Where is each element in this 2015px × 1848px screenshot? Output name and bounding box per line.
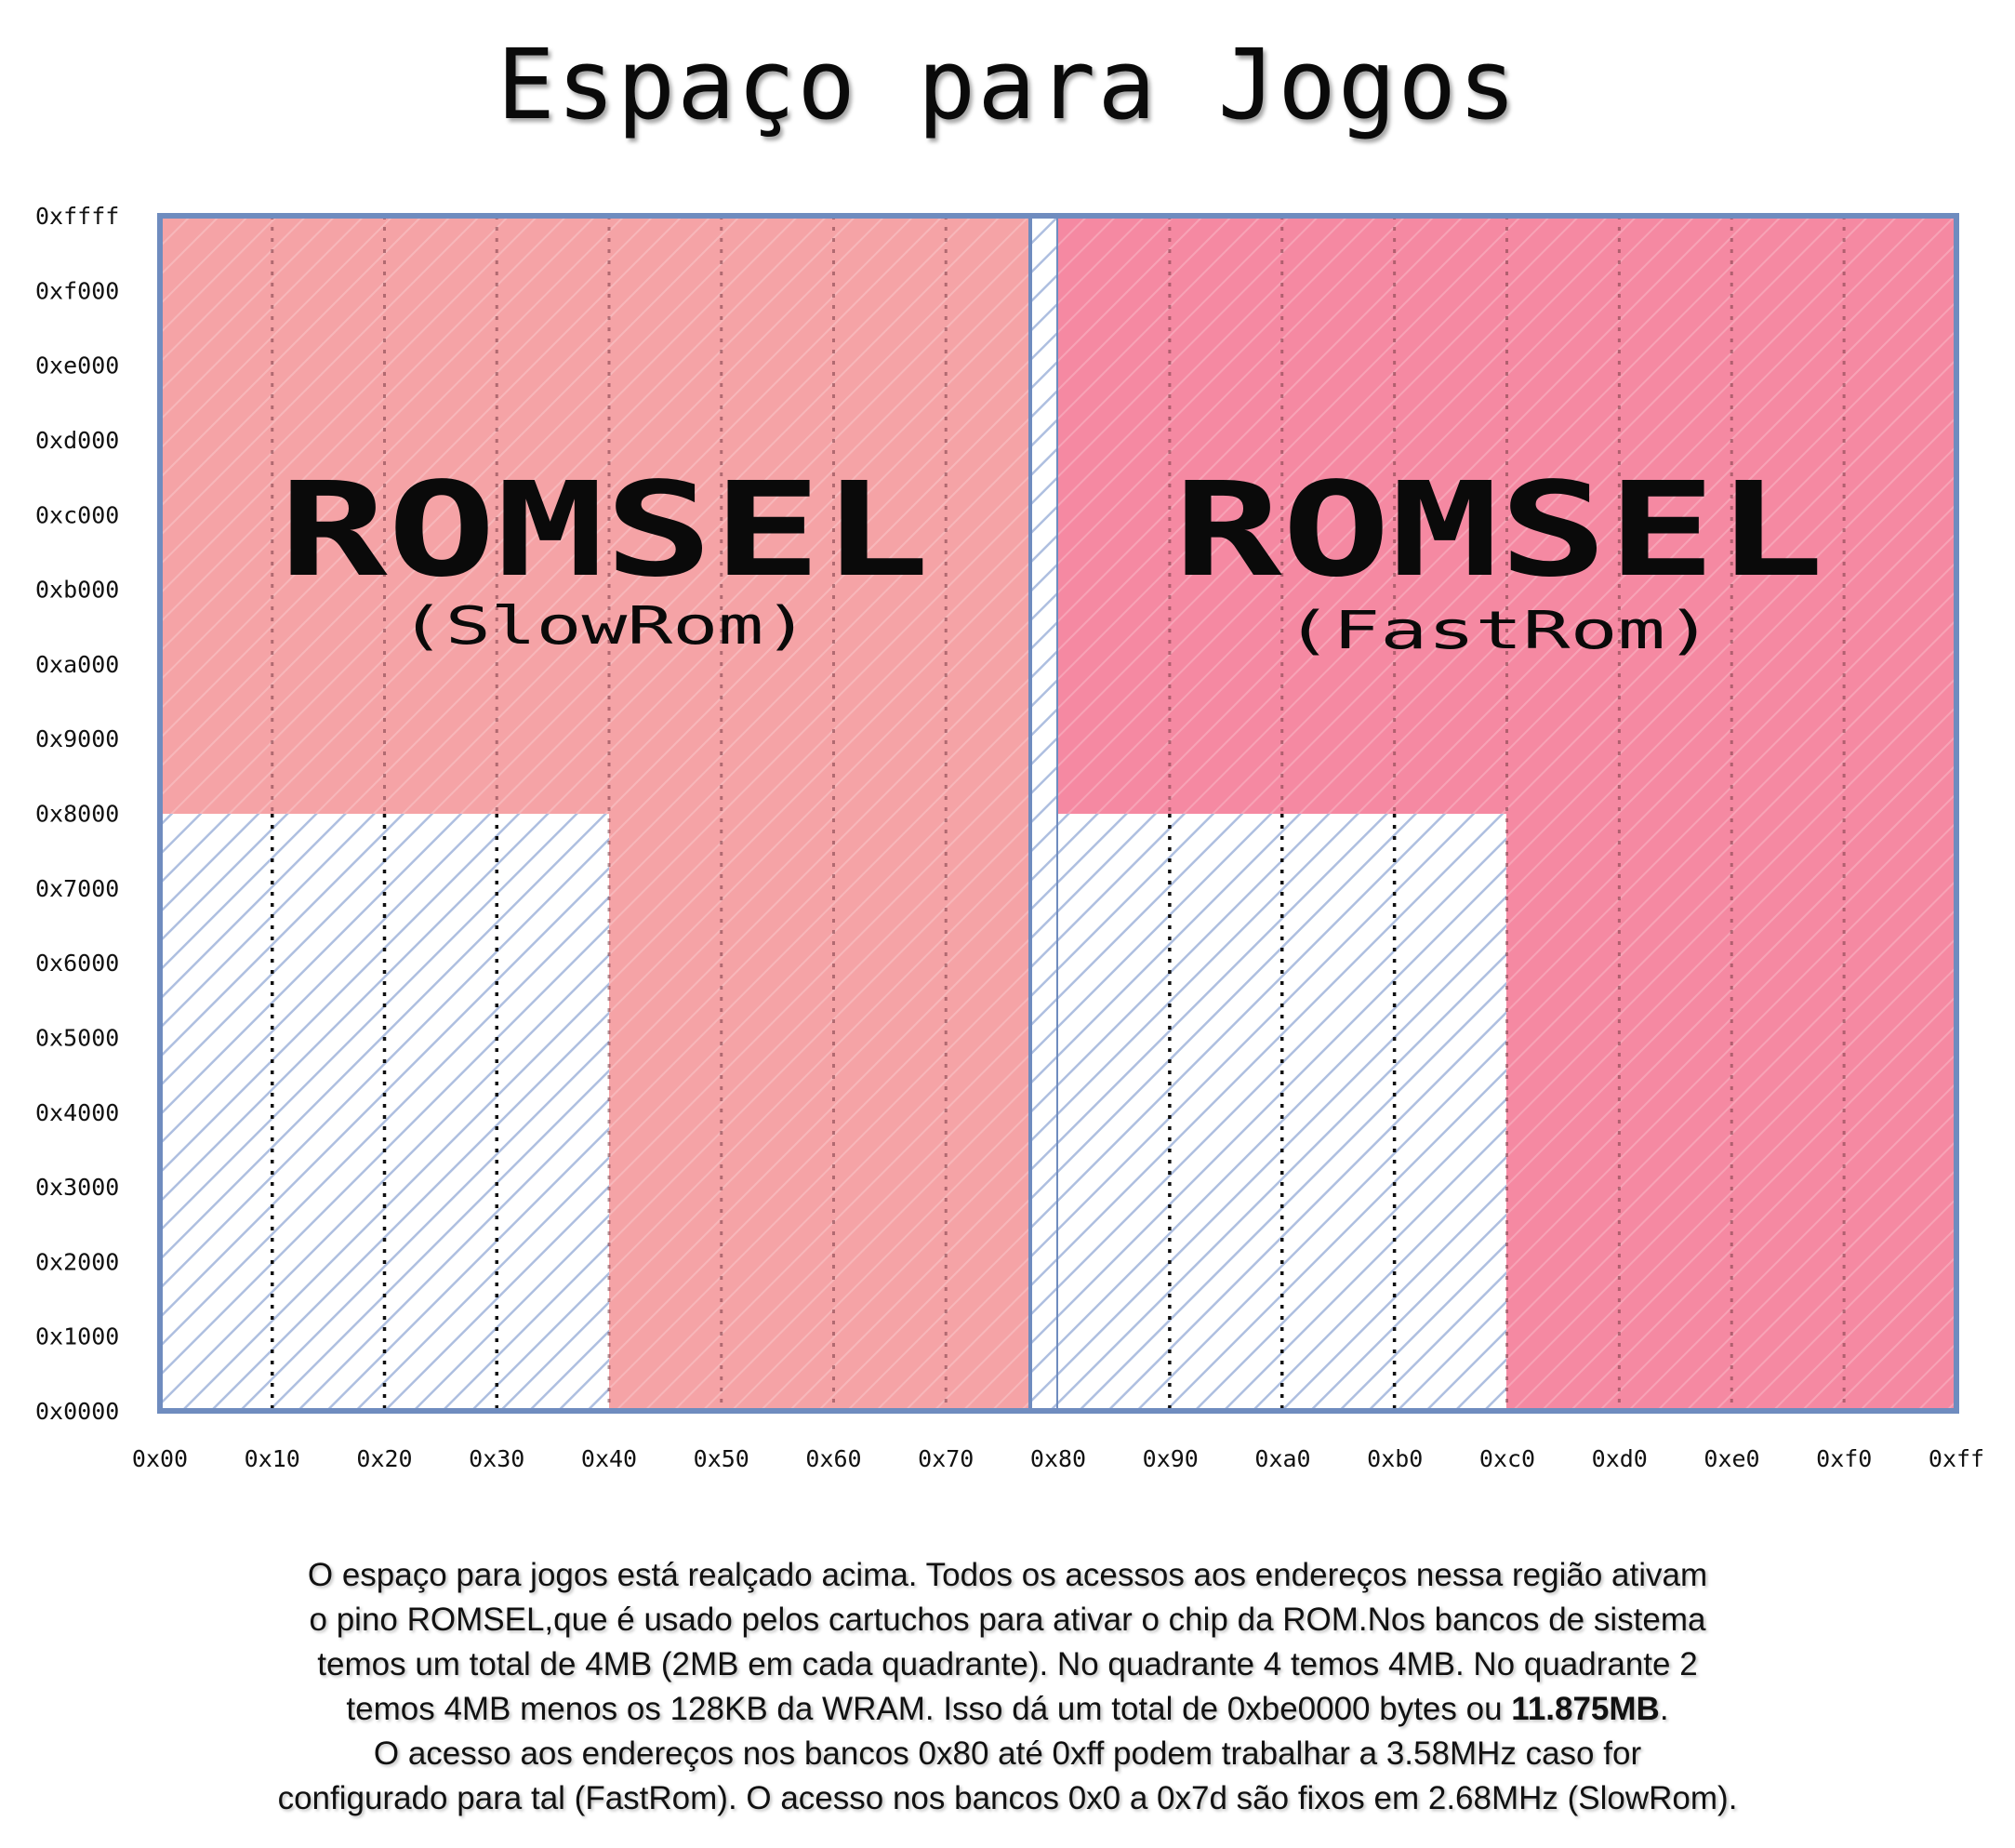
x-tick-label: 0xa0 bbox=[1254, 1445, 1310, 1472]
slowrom-region-sheen bbox=[160, 216, 1030, 1411]
x-tick-label: 0x80 bbox=[1030, 1445, 1086, 1472]
x-tick-label: 0xb0 bbox=[1367, 1445, 1423, 1472]
fastrom-label: ROMSEL bbox=[1173, 455, 1824, 606]
x-tick-label: 0x50 bbox=[694, 1445, 749, 1472]
y-tick-label: 0xe000 bbox=[35, 352, 119, 379]
slowrom-sublabel: (SlowRom) bbox=[400, 596, 809, 657]
description-line: temos um total de 4MB (2MB em cada quadr… bbox=[317, 1646, 1698, 1682]
x-tick-label: 0x00 bbox=[132, 1445, 188, 1472]
x-tick-label: 0x10 bbox=[245, 1445, 300, 1472]
x-tick-label: 0xe0 bbox=[1703, 1445, 1759, 1472]
description-line: temos 4MB menos os 128KB da WRAM. Isso d… bbox=[130, 1687, 1885, 1732]
y-tick-label: 0xffff bbox=[35, 203, 119, 230]
y-tick-label: 0x3000 bbox=[35, 1174, 119, 1201]
y-tick-label: 0x5000 bbox=[35, 1024, 119, 1051]
x-tick-label: 0xd0 bbox=[1592, 1445, 1648, 1472]
y-tick-label: 0x1000 bbox=[35, 1323, 119, 1350]
x-tick-label: 0x60 bbox=[805, 1445, 861, 1472]
y-tick-label: 0x7000 bbox=[35, 875, 119, 902]
y-tick-label: 0x9000 bbox=[35, 725, 119, 752]
description-line: o pino ROMSEL,que é usado pelos cartucho… bbox=[309, 1602, 1706, 1638]
page-title: Espaço para Jogos bbox=[497, 28, 1518, 141]
x-axis-ticks: 0x00 0x10 0x20 0x30 0x40 0x50 0x60 0x70 0x80 0x90… bbox=[132, 1445, 1984, 1472]
y-tick-label: 0xd000 bbox=[35, 427, 119, 454]
total-size-highlight: 11.875MB bbox=[1511, 1691, 1660, 1727]
y-tick-label: 0xc000 bbox=[35, 501, 119, 528]
x-tick-label: 0x90 bbox=[1143, 1445, 1199, 1472]
description-line: O acesso aos endereços nos bancos 0x80 a… bbox=[373, 1735, 1642, 1772]
y-tick-label: 0x2000 bbox=[35, 1248, 119, 1275]
description-text: O espaço para jogos está realçado acima.… bbox=[130, 1553, 1885, 1821]
description-line: configurado para tal (FastRom). O acesso… bbox=[277, 1780, 1738, 1816]
x-tick-label: 0x40 bbox=[581, 1445, 637, 1472]
x-tick-label: 0xff bbox=[1929, 1445, 1984, 1472]
bank-separators bbox=[271, 216, 1846, 1411]
y-tick-label: 0xb000 bbox=[35, 577, 119, 604]
fastrom-sublabel: (FastRom) bbox=[1285, 601, 1713, 661]
y-tick-label: 0x8000 bbox=[35, 801, 119, 828]
description-line: O espaço para jogos está realçado acima.… bbox=[307, 1557, 1708, 1593]
x-tick-label: 0x30 bbox=[469, 1445, 524, 1472]
description-text-span: . bbox=[1659, 1691, 1669, 1727]
x-tick-label: 0xf0 bbox=[1816, 1445, 1872, 1472]
description-text-span: temos 4MB menos os 128KB da WRAM. Isso d… bbox=[346, 1691, 1512, 1727]
x-tick-label: 0xc0 bbox=[1479, 1445, 1535, 1472]
y-axis-ticks: 0xffff 0xf000 0xe000 0xd000 0xc000 0xb000 0xa0… bbox=[35, 203, 119, 1425]
slowrom-label: ROMSEL bbox=[279, 455, 930, 606]
y-tick-label: 0xf000 bbox=[35, 277, 119, 304]
x-tick-label: 0x70 bbox=[918, 1445, 974, 1472]
memory-map-diagram: 0xffff 0xf000 0xe000 0xd000 0xc000 0xb000 0xa0… bbox=[35, 203, 1984, 1472]
y-tick-label: 0x4000 bbox=[35, 1099, 119, 1126]
y-tick-label: 0x6000 bbox=[35, 950, 119, 977]
x-tick-label: 0x20 bbox=[356, 1445, 412, 1472]
y-tick-label: 0xa000 bbox=[35, 651, 119, 678]
y-tick-label: 0x0000 bbox=[35, 1398, 119, 1425]
